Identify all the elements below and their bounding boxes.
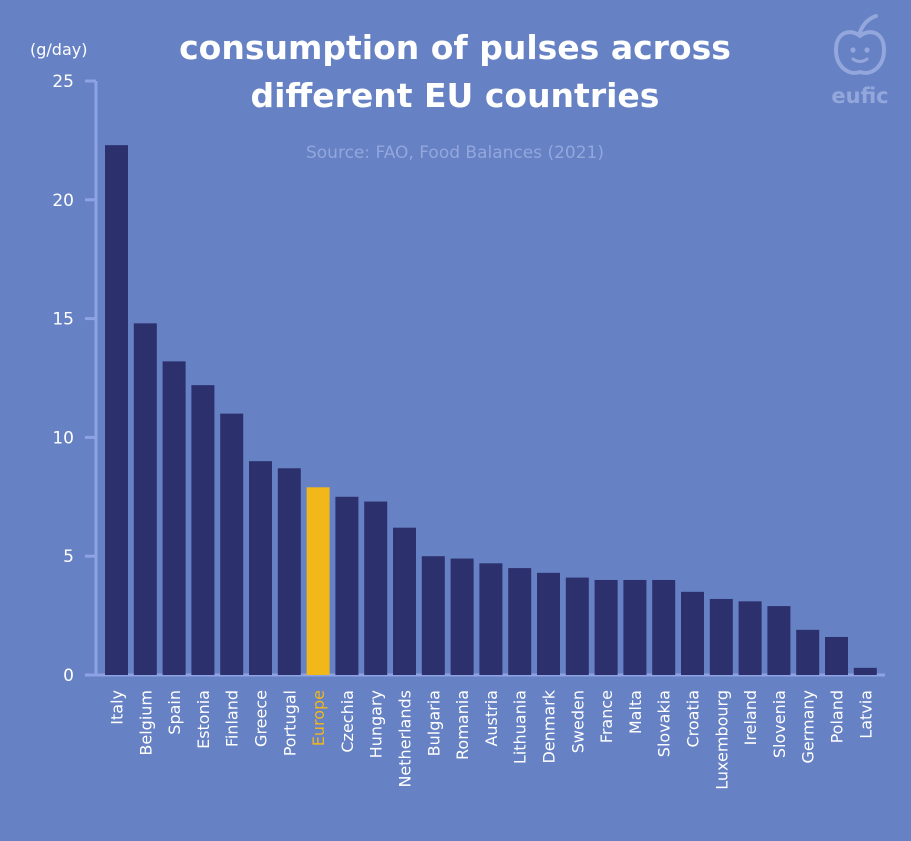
bar — [421, 556, 445, 675]
x-tick-label: Poland — [828, 690, 847, 743]
x-tick-label: Italy — [108, 690, 127, 725]
chart-title-line-2: different EU countries — [250, 76, 660, 115]
bar — [450, 558, 474, 675]
x-tick-label: Finland — [223, 690, 242, 747]
bar — [681, 591, 704, 675]
y-tick-label: 15 — [52, 310, 74, 330]
x-tick-label: Lithuania — [511, 690, 530, 764]
bar — [220, 413, 244, 675]
logo-text: eufic — [831, 84, 889, 108]
bar — [825, 636, 848, 675]
bar — [508, 568, 532, 675]
bar — [277, 468, 301, 675]
x-tick-label: Portugal — [280, 690, 299, 756]
x-tick-label: Luxembourg — [712, 690, 731, 790]
bar — [738, 601, 762, 675]
y-tick-label: 10 — [52, 428, 74, 448]
bar — [623, 579, 647, 675]
bar — [191, 385, 215, 675]
bar — [133, 323, 157, 675]
x-tick-label: Germany — [799, 690, 818, 764]
bar — [796, 629, 820, 675]
x-tick-label: Malta — [626, 690, 645, 734]
bar — [335, 496, 359, 675]
bar — [364, 501, 388, 675]
x-tick-label: Romania — [453, 690, 472, 760]
y-tick-label: 5 — [63, 547, 74, 567]
chart-title-line-1: consumption of pulses across — [179, 28, 731, 67]
x-tick-label: Estonia — [194, 690, 213, 749]
y-tick-label: 20 — [52, 191, 74, 211]
x-tick-label: Netherlands — [396, 690, 415, 788]
bar — [249, 461, 272, 675]
bar — [709, 598, 733, 675]
x-tick-label: Croatia — [684, 690, 703, 748]
x-tick-label: Spain — [165, 690, 184, 735]
y-tick-label: 25 — [52, 72, 74, 92]
x-tick-label: Denmark — [540, 689, 559, 763]
y-axis-unit-label: (g/day) — [30, 40, 88, 59]
apple-face-icon — [833, 14, 887, 75]
x-tick-label: Belgium — [136, 690, 155, 756]
eufic-logo: eufic — [820, 14, 900, 114]
x-tick-label: Czechia — [338, 690, 357, 753]
x-tick-label: Greece — [252, 690, 271, 747]
x-tick-label: Latvia — [856, 690, 875, 739]
bar — [537, 572, 560, 675]
bar — [306, 487, 330, 675]
x-tick-label: Bulgaria — [424, 690, 443, 756]
bar — [594, 579, 618, 675]
x-tick-label: Europe — [309, 690, 328, 746]
bar — [393, 527, 416, 675]
bar — [162, 361, 186, 675]
bar — [767, 606, 791, 675]
chart-subtitle: Source: FAO, Food Balances (2021) — [305, 143, 604, 163]
x-tick-label: Sweden — [568, 690, 587, 753]
bar — [853, 667, 877, 675]
bar — [105, 145, 128, 676]
x-tick-label: France — [597, 690, 616, 743]
x-tick-label: Ireland — [741, 690, 760, 745]
x-tick-label: Hungary — [367, 690, 386, 758]
x-tick-label: Austria — [482, 690, 501, 747]
x-tick-label: Slovenia — [770, 690, 789, 758]
bar — [652, 579, 676, 675]
bar — [565, 577, 589, 675]
chart-title: consumption of pulses across different E… — [140, 24, 770, 120]
x-tick-label: Slovakia — [655, 690, 674, 757]
bar — [479, 563, 503, 675]
y-tick-label: 0 — [63, 666, 74, 686]
